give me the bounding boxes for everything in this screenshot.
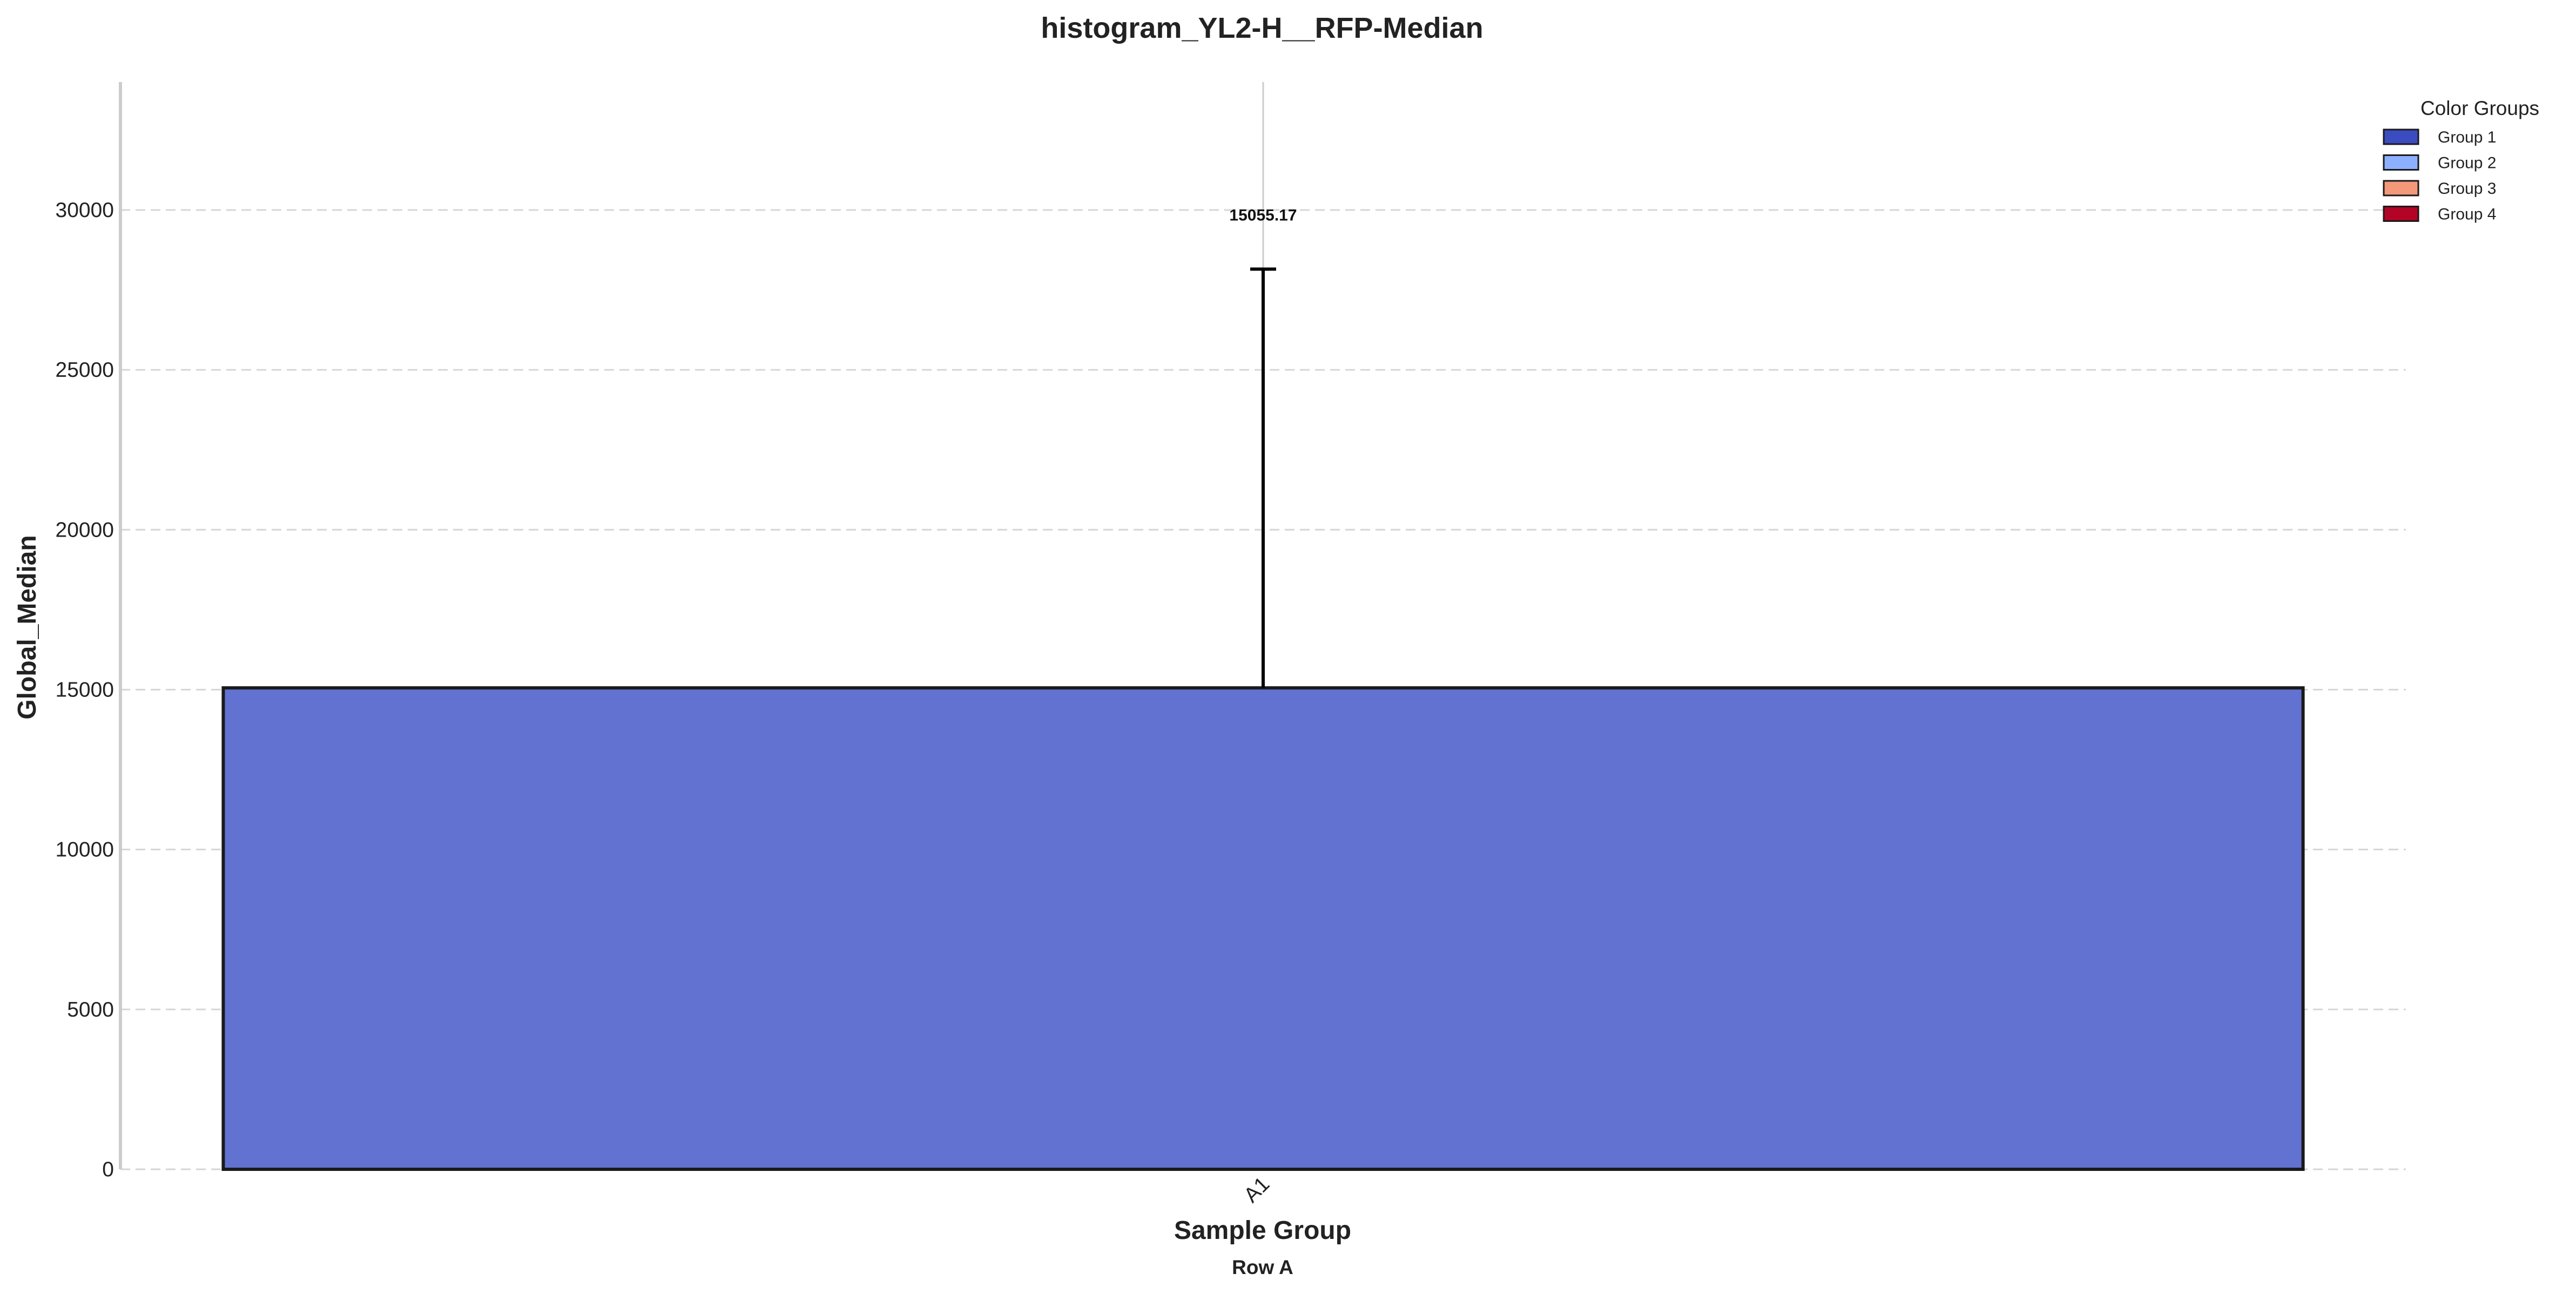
bars: [221, 686, 2305, 1171]
legend-item-label: Group 3: [2438, 180, 2496, 198]
legend: Color Groups Group 1 Group 2 Group 3 Group …: [2383, 97, 2539, 223]
x-tick-label: A1: [1239, 1173, 1274, 1207]
y-tick-label: 0: [102, 1158, 114, 1181]
bar: [221, 686, 2305, 1171]
x-ticks: A1: [1239, 1173, 1274, 1207]
chart-title: histogram_YL2-H__RFP-Median: [1041, 12, 1483, 44]
y-ticks: 0 5000 10000 15000 20000 25000 30000: [56, 199, 114, 1181]
y-axis-label: Global_Median: [13, 535, 42, 719]
y-tick-label: 25000: [56, 358, 114, 382]
legend-item-label: Group 2: [2438, 154, 2496, 172]
legend-title: Color Groups: [2420, 97, 2539, 119]
data-labels: 15055.17: [1229, 207, 1297, 225]
legend-swatch: [2383, 180, 2419, 197]
legend-item-label: Group 4: [2438, 206, 2496, 223]
legend-swatch: [2383, 154, 2419, 171]
error-bars: [1250, 267, 1276, 688]
y-tick-label: 5000: [67, 998, 114, 1021]
data-label: 15055.17: [1229, 207, 1297, 225]
legend-swatch: [2383, 128, 2419, 145]
y-tick-label: 30000: [56, 199, 114, 222]
y-tick-label: 10000: [56, 838, 114, 862]
x-axis-label: Sample Group: [1174, 1216, 1351, 1245]
y-tick-label: 15000: [56, 678, 114, 701]
legend-swatch: [2383, 206, 2419, 222]
legend-item-label: Group 1: [2438, 128, 2496, 146]
x-axis-sublabel: Row A: [1232, 1256, 1293, 1278]
y-tick-label: 20000: [56, 518, 114, 541]
